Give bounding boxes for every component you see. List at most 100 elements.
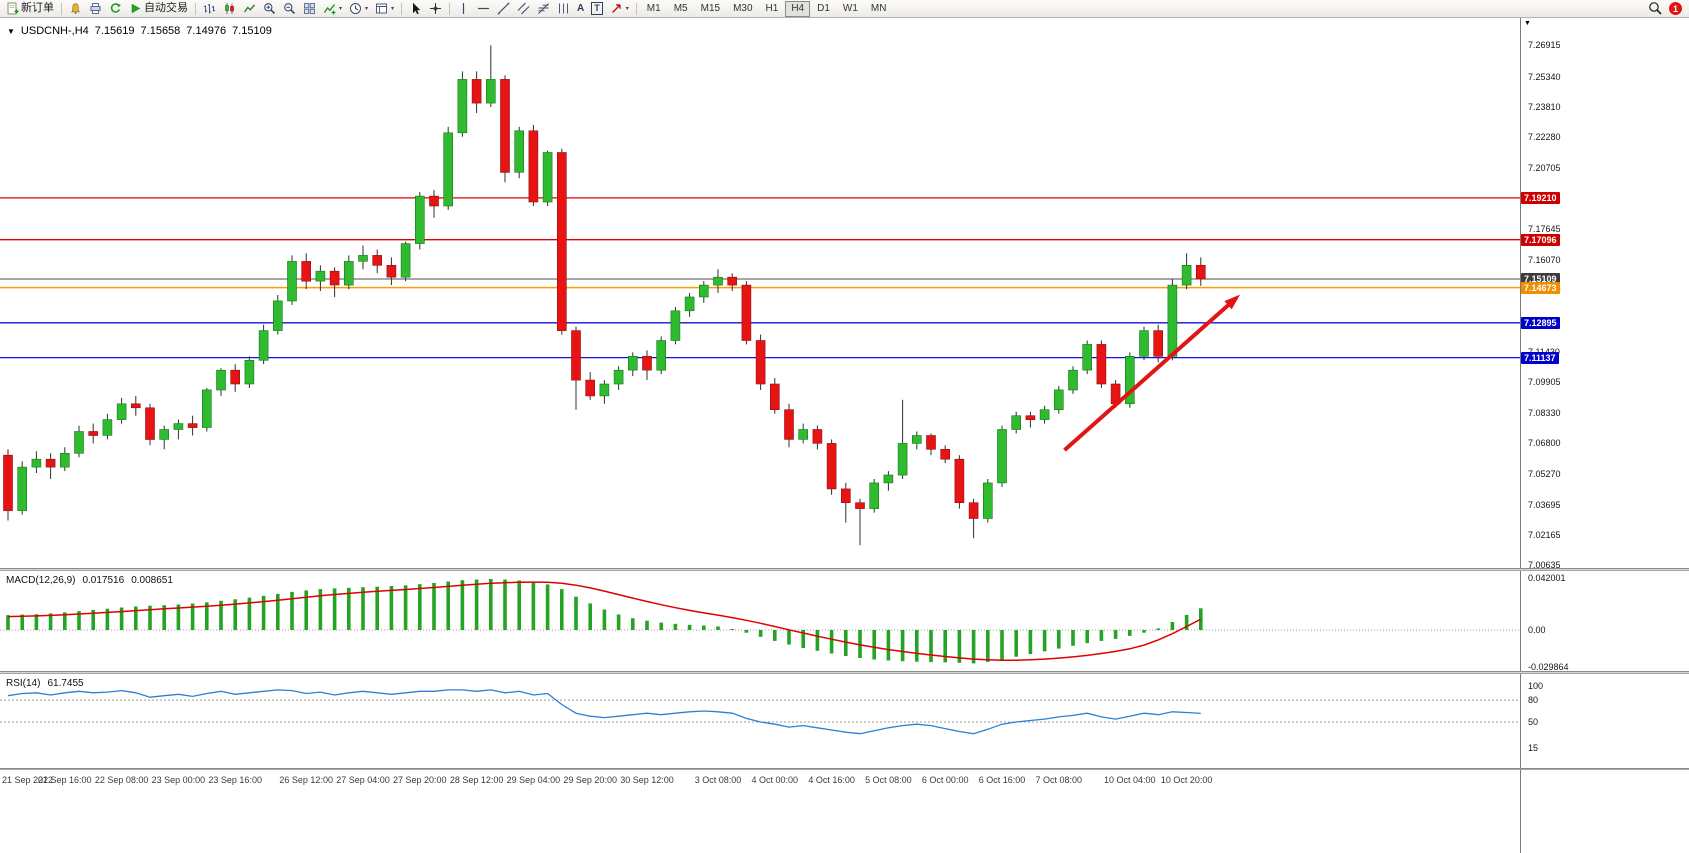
- new-order-button[interactable]: 新订单: [3, 1, 57, 17]
- bullish-candle: [911, 435, 922, 444]
- macd-histogram-bar: [205, 602, 209, 630]
- macd-histogram-bar: [460, 580, 465, 630]
- time-axis-label: 26 Sep 12:00: [279, 775, 333, 785]
- price-tick-label: 7.20705: [1528, 163, 1561, 174]
- time-axis-label: 6 Oct 16:00: [978, 775, 1026, 785]
- trendline-button[interactable]: [494, 1, 513, 17]
- templates-button[interactable]: ▾: [372, 1, 397, 17]
- text-icon: A: [577, 3, 585, 14]
- macd-histogram-bar: [233, 599, 237, 630]
- crosshair-button[interactable]: [426, 1, 445, 17]
- macd-histogram-bar: [943, 630, 947, 663]
- bullish-candle: [798, 429, 809, 440]
- candlestick-button[interactable]: [220, 1, 239, 17]
- macd-histogram-bar: [1014, 630, 1018, 657]
- bearish-candle: [1196, 265, 1206, 280]
- fibonacci-button[interactable]: [534, 1, 553, 17]
- macd-histogram-bar: [48, 613, 53, 630]
- time-axis[interactable]: 21 Sep 2022 21 Sep 16:00 22 Sep 08:00 23 Se…: [0, 770, 1520, 794]
- tile-windows-button[interactable]: [300, 1, 319, 17]
- arrows-button[interactable]: ▾: [607, 1, 632, 17]
- bullish-candle: [443, 132, 454, 207]
- bar-chart-button[interactable]: [200, 1, 219, 17]
- cycle-lines-button[interactable]: [554, 1, 573, 17]
- timeframe-m30-button[interactable]: M30: [733, 2, 753, 14]
- refresh-button[interactable]: [106, 1, 125, 17]
- ohlc-high-value: 7.15658: [140, 25, 181, 37]
- bullish-candle: [17, 466, 28, 511]
- autotrade-label: 自动交易: [144, 2, 188, 14]
- bullish-candle: [883, 474, 894, 484]
- bearish-candle: [571, 330, 581, 381]
- bearish-candle: [968, 502, 979, 519]
- chevron-down-icon: ▾: [391, 6, 395, 12]
- bearish-candle: [954, 458, 965, 504]
- bullish-candle: [1167, 284, 1178, 357]
- trend-arrow[interactable]: [1063, 296, 1238, 452]
- timeframe-h4-button[interactable]: H4: [785, 0, 811, 17]
- bullish-candle: [1068, 369, 1078, 391]
- candlestick-icon: [223, 2, 236, 15]
- horizontal-line-button[interactable]: [474, 1, 493, 17]
- resistance-price-tag: 7.17096: [1521, 233, 1560, 246]
- macd-histogram-bar: [1042, 630, 1047, 652]
- notification-badge[interactable]: 1: [1669, 2, 1682, 15]
- rsi-panel-chart[interactable]: [0, 674, 1520, 768]
- timeframe-d1-button[interactable]: D1: [817, 2, 830, 14]
- label-button[interactable]: T: [588, 1, 606, 17]
- indicators-button[interactable]: ▾: [320, 1, 345, 17]
- templates-icon: [375, 2, 388, 15]
- periods-button[interactable]: ▾: [346, 1, 371, 17]
- vertical-line-icon: [457, 2, 470, 15]
- panel-divider[interactable]: [0, 768, 1689, 770]
- trend-arrow-head: [1224, 294, 1241, 310]
- timeframe-m1-button[interactable]: M1: [646, 2, 661, 14]
- macd-histogram-bar: [77, 611, 81, 630]
- time-axis-label: 23 Sep 16:00: [208, 775, 262, 785]
- macd-panel-chart[interactable]: [0, 571, 1520, 671]
- panel-divider[interactable]: [0, 568, 1689, 571]
- timeframe-h1-button[interactable]: H1: [765, 2, 779, 14]
- timeframe-m15-button[interactable]: M15: [700, 2, 721, 14]
- macd-histogram-bar: [361, 587, 365, 630]
- vertical-line-button[interactable]: [454, 1, 473, 17]
- panel-divider[interactable]: [0, 671, 1689, 674]
- macd-histogram-bar: [971, 630, 976, 664]
- macd-histogram-bar: [758, 630, 763, 637]
- price-chart[interactable]: [0, 20, 1520, 568]
- fibonacci-icon: [537, 2, 550, 15]
- line-chart-button[interactable]: [240, 1, 259, 17]
- print-button[interactable]: [86, 1, 105, 17]
- macd-histogram-bar: [332, 588, 337, 630]
- autotrade-button[interactable]: 自动交易: [126, 1, 191, 17]
- search-button[interactable]: [1645, 1, 1666, 17]
- bearish-candle: [741, 284, 752, 341]
- macd-histogram-bar: [957, 630, 962, 663]
- trendline-icon: [497, 2, 510, 15]
- bullish-candle: [599, 383, 610, 397]
- timeframe-mn-button[interactable]: MN: [870, 2, 887, 14]
- macd-axis-label: 0.00: [1528, 625, 1546, 635]
- price-scale-marker-icon: ▼: [1524, 20, 1531, 27]
- price-tick-label: 7.02165: [1528, 530, 1561, 541]
- rsi-axis-label: 15: [1528, 742, 1539, 753]
- macd-histogram-bar: [119, 607, 124, 630]
- time-axis-label: 27 Sep 04:00: [336, 775, 390, 785]
- alerts-button[interactable]: [66, 1, 85, 17]
- zoom-in-button[interactable]: [260, 1, 279, 17]
- cursor-button[interactable]: [406, 1, 425, 17]
- macd-histogram-bar: [773, 630, 777, 641]
- bullish-candle: [457, 79, 468, 134]
- channel-button[interactable]: [514, 1, 533, 17]
- timeframe-m5-button[interactable]: M5: [673, 2, 688, 14]
- symbol-triangle-icon[interactable]: ▼: [7, 26, 15, 36]
- bullish-candle: [202, 389, 212, 428]
- macd-histogram-bar: [915, 630, 919, 662]
- zoom-out-button[interactable]: [280, 1, 299, 17]
- bearish-candle: [727, 276, 738, 286]
- timeframe-w1-button[interactable]: W1: [842, 2, 858, 14]
- price-axis[interactable]: ▼ 7.26915 7.25340 7.23810 7.22280 7.20705 7.1…: [1520, 18, 1689, 853]
- text-button[interactable]: A: [574, 1, 587, 17]
- bullish-candle: [627, 355, 638, 371]
